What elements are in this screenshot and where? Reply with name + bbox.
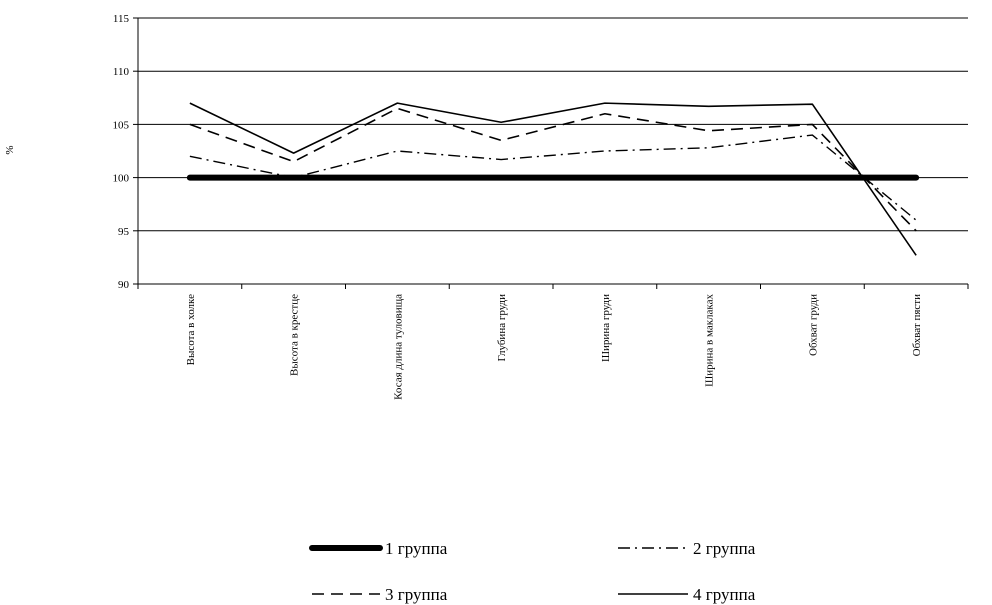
y-axis-ticks: 90 95 100 105 110 115 — [113, 13, 138, 291]
x-category-label: Обхват пясти — [911, 294, 923, 356]
series-line — [189, 107, 917, 232]
y-tick-label: 115 — [113, 13, 130, 25]
x-category-label: Высота в холке — [185, 294, 197, 365]
y-tick-label: 90 — [118, 279, 130, 291]
x-category-label: Обхват груди — [807, 294, 819, 356]
y-tick-label: 95 — [118, 226, 130, 238]
y-axis-label: % — [4, 145, 16, 154]
series-line — [189, 102, 917, 256]
legend-label: 2 группа — [693, 539, 756, 558]
x-axis-categories: Высота в холке Высота в крестце Косая длин… — [185, 294, 923, 400]
y-tick-label: 105 — [113, 119, 130, 131]
legend-label: 1 группа — [385, 539, 448, 558]
legend: 1 группа 2 группа 3 группа 4 группа — [309, 539, 756, 604]
x-category-label: Высота в крестце — [289, 294, 301, 376]
y-tick-label: 110 — [113, 66, 130, 78]
x-category-label: Ширина в маклаках — [704, 294, 716, 387]
x-category-label: Косая длина туловища — [392, 294, 404, 400]
y-tick-label: 100 — [113, 173, 130, 185]
x-category-label: Глубина груди — [496, 294, 508, 362]
axes — [137, 18, 969, 289]
x-category-label: Ширина груди — [600, 294, 612, 362]
legend-label: 3 группа — [385, 585, 448, 604]
legend-label: 4 группа — [693, 585, 756, 604]
series-line — [189, 134, 917, 221]
series-lines — [186, 102, 920, 256]
